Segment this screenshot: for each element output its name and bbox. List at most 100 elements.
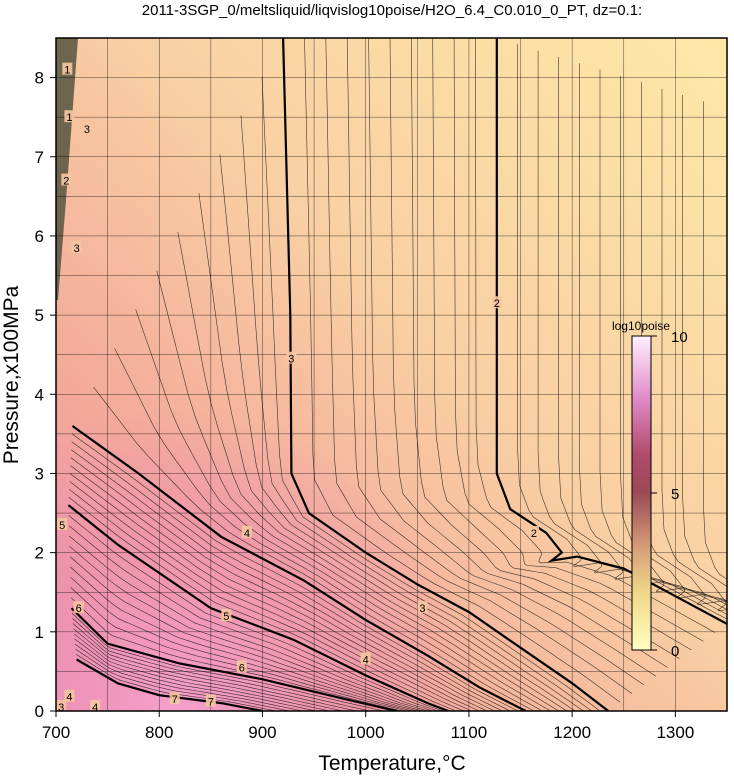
contour-label: 1 [66,112,72,124]
contour-label-bg [61,173,72,186]
colorbar-title: log10poise [612,319,670,333]
contour-label-bg [221,608,232,621]
minor-contour-line [93,387,535,711]
contour-label: 6 [239,662,245,674]
minor-contour-line [453,38,704,642]
major-contours [67,38,727,711]
contour-label-bg [56,700,67,711]
minor-contour-line [75,654,276,711]
minor-contour-line [537,50,727,615]
minor-contour-line [198,193,576,711]
contour-line-6 [70,607,397,711]
minor-contour-line [68,515,444,711]
colorbar-ticks: 0 5 10 [651,329,688,660]
minor-contour-line [70,587,408,711]
minor-contour-line [411,38,680,659]
contour-label-bg [62,62,73,75]
minor-contour-line [69,556,423,711]
contour-label-bg [81,122,92,135]
minor-contours [68,38,727,711]
x-tick-label: 800 [145,723,173,742]
minor-contour-line [661,88,727,612]
contour-label: 7 [208,696,214,708]
minor-contour-line [114,348,543,711]
y-tick-label: 6 [35,227,44,246]
minor-contour-line [74,643,303,711]
contour-label-bg [205,694,216,707]
minor-contour-line [71,441,511,711]
minor-contour-line [558,57,727,610]
contour-label: 2 [63,176,69,188]
x-tick-label: 1100 [451,723,488,742]
contour-label-bg [73,601,84,614]
minor-contour-line [620,76,727,602]
x-tick-label: 1000 [347,723,385,742]
dark-low-temp-strip [56,38,78,300]
minor-contour-line [703,101,727,580]
contour-line-4 [71,425,527,711]
minor-contour-line [73,633,330,711]
high-viscosity-region [56,38,727,711]
x-axis-label: Temperature,°C [318,752,465,775]
minor-contour-line [261,76,601,711]
contour-label-bg [57,517,68,530]
contour-label: 2 [494,298,500,310]
minor-contour-line [69,535,433,711]
y-tick-label: 5 [35,306,44,325]
minor-contour-line [69,546,428,711]
minor-contour-line [389,38,668,668]
minor-contour-line [368,38,656,677]
contour-label: 3 [84,124,90,136]
minor-contour-line [70,457,495,711]
minor-contour-line [70,465,488,711]
plot-frame [55,37,728,712]
minor-contour-line [70,597,402,711]
contour-label-bg [491,296,502,309]
contour-label: 4 [363,655,369,667]
contour-label: 4 [92,702,98,714]
colorbar-tick-label: 10 [671,329,688,346]
minor-contour-line [74,638,317,711]
minor-contour-line [69,481,472,711]
y-tick-label: 8 [35,69,44,88]
x-tick-label: 1300 [656,723,694,742]
contour-label: 4 [244,528,250,540]
contour-line-3 [282,38,609,711]
x-tick-label: 900 [248,723,276,742]
minor-contour-line [304,38,621,703]
minor-contour-line [135,309,551,711]
contour-label-bg [64,689,75,702]
minor-contour-line [71,433,519,711]
contour-label: 3 [419,603,425,615]
chart-title: 2011-3SGP_0/meltsliquid/liqvislog10poise… [142,2,642,19]
contour-label-bg [528,525,539,538]
contour-label: 5 [59,520,65,532]
minor-contour-line [346,38,645,686]
minor-contour-line [71,449,503,711]
y-axis-label: Pressure,x100MPa [0,285,23,464]
minor-contour-line [682,95,727,587]
contour-label-bg [64,110,75,123]
y-tick-label: 1 [35,623,44,642]
y-tick-label: 4 [35,385,44,404]
contour-label: 1 [64,65,70,77]
y-tick-label: 0 [35,702,44,721]
minor-contour-line [72,623,357,711]
contour-label: 5 [223,611,229,623]
contour-label-bg [90,700,101,711]
contour-label-bg [236,660,247,673]
y-tick-label: 7 [35,148,44,167]
contour-label-bg [417,601,428,614]
minor-contour-line [73,628,344,711]
colorbar: log10poise 0 5 10 [612,319,688,660]
minor-contour-line [517,44,727,620]
contour-label: 7 [172,694,178,706]
contour-label: 6 [76,603,82,615]
minor-contour-line [156,270,559,711]
x-axis-ticks: 700 800 900 1000 1100 1200 1300 [42,711,694,742]
contour-label-bg [360,652,371,665]
minor-contour-line [69,473,480,711]
contour-line-7 [76,658,263,711]
